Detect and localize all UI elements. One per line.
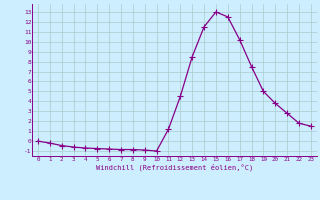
X-axis label: Windchill (Refroidissement éolien,°C): Windchill (Refroidissement éolien,°C) — [96, 163, 253, 171]
